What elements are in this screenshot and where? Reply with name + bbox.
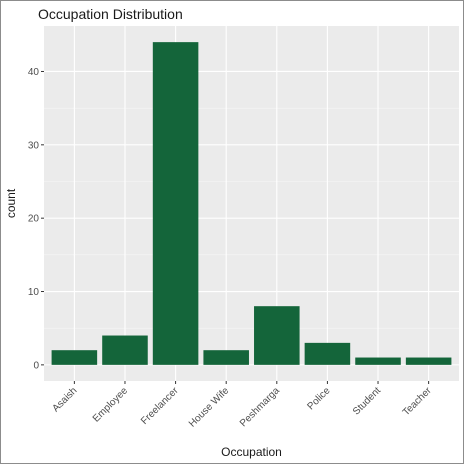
bar-teacher bbox=[405, 357, 452, 365]
plot-panel bbox=[44, 26, 459, 381]
bar-asaish bbox=[51, 350, 98, 365]
y-axis: 0 10 20 30 40 bbox=[28, 67, 44, 371]
bar-peshmarga bbox=[254, 306, 300, 365]
x-tick-label: Freelancer bbox=[139, 385, 181, 427]
x-axis-title: Occupation bbox=[221, 445, 282, 459]
x-axis: Asaish Employee Freelancer House Wife Peshma… bbox=[50, 381, 434, 430]
y-tick-label: 40 bbox=[28, 67, 40, 78]
y-axis-title: count bbox=[4, 188, 18, 218]
bar-employee bbox=[102, 335, 148, 365]
y-tick-label: 30 bbox=[28, 140, 40, 151]
y-tick-label: 0 bbox=[33, 360, 39, 371]
chart-title: Occupation Distribution bbox=[38, 6, 183, 22]
x-tick-label: Asaish bbox=[50, 385, 79, 414]
x-tick-label: Teacher bbox=[401, 385, 434, 418]
bar-student bbox=[355, 357, 401, 365]
x-tick-label: House Wife bbox=[187, 385, 232, 430]
bar-freelancer bbox=[152, 42, 199, 365]
x-tick-label: Student bbox=[351, 385, 383, 417]
bar-house-wife bbox=[203, 350, 249, 365]
y-tick-label: 20 bbox=[28, 214, 40, 225]
x-tick-label: Employee bbox=[91, 385, 131, 425]
y-tick-label: 10 bbox=[28, 287, 40, 298]
x-tick-label: Peshmarga bbox=[238, 385, 282, 429]
x-tick-label: Police bbox=[305, 385, 332, 412]
grid-minor bbox=[44, 107, 459, 329]
bar-police bbox=[304, 342, 351, 365]
bars bbox=[51, 42, 452, 365]
